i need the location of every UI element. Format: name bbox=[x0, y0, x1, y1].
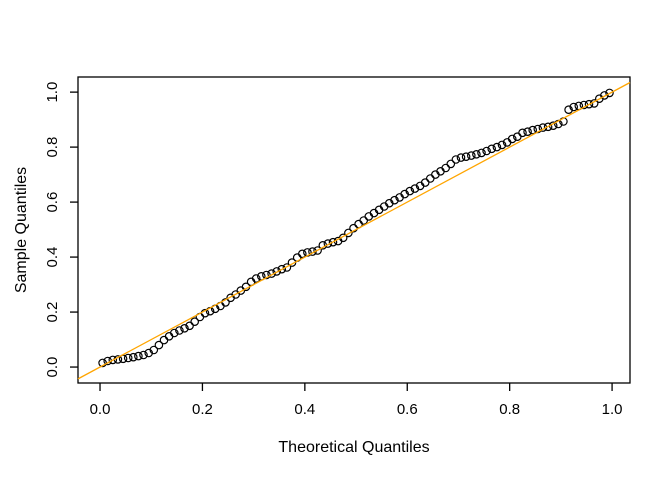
qq-point bbox=[477, 148, 486, 158]
y-tick-label: 0.8 bbox=[44, 137, 61, 158]
qq-point bbox=[523, 127, 532, 137]
qq-point bbox=[564, 105, 573, 115]
qq-point bbox=[425, 174, 435, 183]
qq-point bbox=[497, 140, 507, 150]
qq-point bbox=[466, 151, 476, 160]
qq-point bbox=[323, 239, 333, 248]
y-tick-label: 1.0 bbox=[44, 82, 61, 103]
x-tick-label: 0.0 bbox=[90, 401, 111, 418]
qq-point bbox=[129, 352, 138, 362]
x-tick-label: 0.6 bbox=[397, 401, 418, 418]
qq-point bbox=[251, 274, 261, 283]
qq-point bbox=[349, 223, 358, 233]
qq-point bbox=[518, 128, 527, 138]
y-tick-label: 0.6 bbox=[44, 192, 61, 213]
qq-point bbox=[584, 99, 594, 109]
qq-point bbox=[170, 328, 179, 338]
qq-point bbox=[410, 184, 420, 193]
qq-point bbox=[344, 228, 353, 238]
x-tick-label: 0.2 bbox=[192, 401, 213, 418]
qq-point bbox=[134, 351, 143, 361]
y-axis: 0.0 0.2 0.4 0.6 0.8 1.0 bbox=[44, 82, 78, 378]
qq-point bbox=[456, 153, 466, 162]
qq-point bbox=[605, 88, 614, 98]
qq-point bbox=[272, 267, 282, 276]
qq-point bbox=[451, 155, 461, 164]
qq-point bbox=[180, 323, 189, 333]
qq-point bbox=[390, 195, 399, 205]
qq-point bbox=[159, 335, 169, 345]
qq-point bbox=[405, 186, 415, 196]
qq-point bbox=[461, 152, 471, 162]
qq-point bbox=[600, 91, 609, 100]
qq-point bbox=[185, 321, 194, 331]
qq-point bbox=[313, 246, 322, 255]
x-tick-label: 0.4 bbox=[294, 401, 315, 418]
qq-point bbox=[441, 163, 451, 173]
qq-point bbox=[149, 345, 159, 355]
qq-point bbox=[297, 249, 307, 259]
x-axis-title: Theoretical Quantiles bbox=[278, 439, 429, 456]
qq-point bbox=[482, 146, 491, 156]
qq-point bbox=[154, 340, 164, 350]
reference-line bbox=[77, 81, 631, 380]
qq-points-layer bbox=[98, 88, 614, 368]
qq-point bbox=[507, 134, 517, 144]
qq-point bbox=[175, 326, 184, 335]
qq-point bbox=[569, 102, 579, 112]
x-axis: 0.0 0.2 0.4 0.6 0.8 1.0 bbox=[90, 383, 623, 418]
x-tick-label: 0.8 bbox=[499, 401, 520, 418]
y-tick-label: 0.0 bbox=[44, 357, 61, 378]
x-tick-label: 1.0 bbox=[602, 401, 623, 418]
qq-point bbox=[282, 263, 292, 272]
plot-box bbox=[77, 76, 631, 384]
qq-point bbox=[472, 150, 481, 159]
qq-point bbox=[492, 142, 502, 152]
qq-point bbox=[123, 353, 133, 363]
y-tick-label: 0.2 bbox=[44, 302, 61, 323]
qq-point bbox=[543, 122, 553, 132]
y-tick-label: 0.4 bbox=[44, 247, 61, 268]
qq-point bbox=[446, 159, 456, 169]
qq-point bbox=[139, 350, 148, 360]
qq-point bbox=[420, 178, 430, 187]
qq-point bbox=[98, 358, 107, 368]
qq-point bbox=[328, 237, 338, 247]
qq-point bbox=[359, 216, 369, 225]
qq-point bbox=[487, 144, 497, 154]
qq-point bbox=[190, 317, 200, 327]
qq-point bbox=[277, 264, 287, 274]
qq-point bbox=[108, 355, 118, 365]
qq-point bbox=[528, 125, 538, 135]
y-axis-title: Sample Quantiles bbox=[13, 167, 30, 293]
